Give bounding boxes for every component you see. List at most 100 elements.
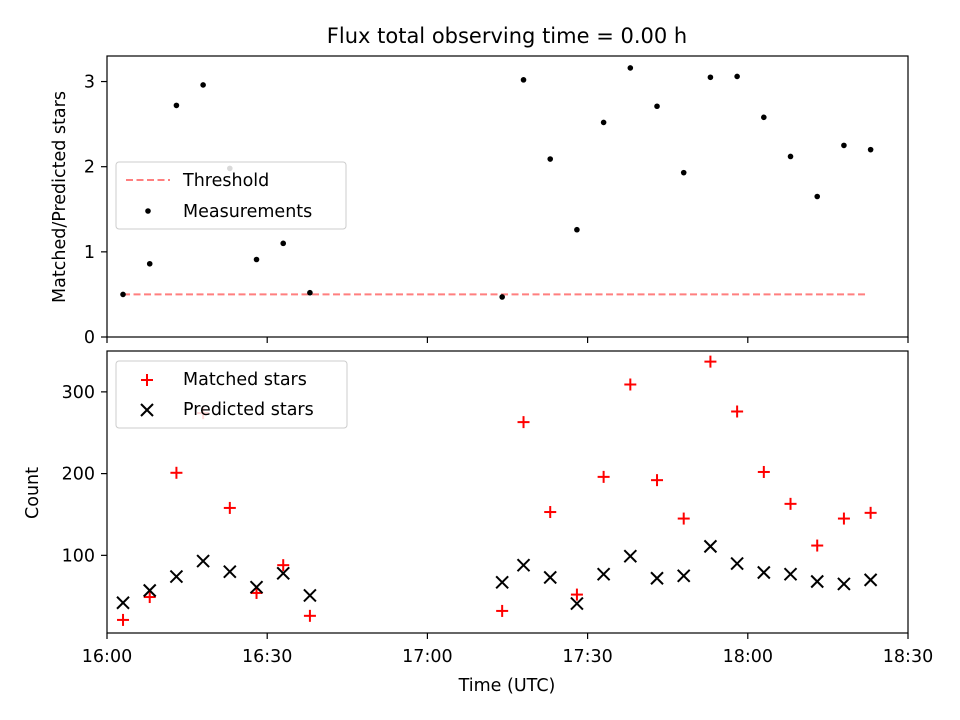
matched-star-point bbox=[170, 466, 183, 479]
predicted-star-point bbox=[169, 569, 184, 584]
predicted-marker-stroke-b bbox=[703, 539, 718, 554]
predicted-marker-stroke-b bbox=[837, 577, 851, 591]
predicted-marker-stroke-b bbox=[650, 571, 664, 585]
matched-star-point bbox=[250, 586, 263, 599]
predicted-marker-stroke-b bbox=[623, 549, 638, 563]
predicted-marker-stroke-b bbox=[169, 569, 184, 584]
matched-star-point bbox=[864, 506, 877, 519]
count-y-tick-label: 100 bbox=[62, 546, 95, 566]
ratio-legend: Threshold Measurements bbox=[115, 161, 347, 230]
legend-predicted-label: Predicted stars bbox=[183, 400, 314, 420]
ratio-panel: Flux total observing time = 0.00 h Match… bbox=[50, 24, 909, 348]
measurement-point bbox=[253, 256, 260, 263]
chart-title: Flux total observing time = 0.00 h bbox=[327, 24, 687, 48]
predicted-marker-stroke-b bbox=[730, 556, 744, 571]
matched-star-point bbox=[597, 470, 610, 483]
ratio-axes-frame bbox=[106, 55, 909, 338]
matched-star-point bbox=[496, 604, 509, 617]
predicted-star-point bbox=[703, 539, 718, 554]
count-axes-frame bbox=[106, 350, 909, 634]
measurement-point bbox=[841, 142, 847, 149]
matched-star-point bbox=[544, 506, 557, 519]
matched-star-point bbox=[624, 378, 637, 391]
count-legend: Matched stars Predicted stars bbox=[115, 360, 348, 429]
predicted-marker-stroke-b bbox=[116, 596, 130, 610]
count-plot-area: 100 200 300 16:00 16:30 17:00 17:30 18:00 18:30 bbox=[62, 355, 933, 667]
measurement-point bbox=[654, 103, 660, 110]
predicted-marker-stroke-b bbox=[249, 580, 264, 594]
matched-star-point bbox=[757, 465, 770, 478]
ratio-y-tick-label: 1 bbox=[84, 243, 95, 263]
measurement-point bbox=[761, 114, 767, 121]
x-tick-label: 17:00 bbox=[402, 647, 452, 667]
predicted-star-point bbox=[495, 575, 509, 590]
matched-star-point bbox=[731, 405, 744, 418]
predicted-star-point bbox=[516, 558, 531, 572]
measurement-point bbox=[120, 291, 126, 298]
matched-star-point bbox=[143, 591, 156, 604]
matched-star-point bbox=[677, 512, 690, 525]
measurement-point bbox=[867, 146, 874, 153]
predicted-marker-stroke-b bbox=[570, 596, 584, 611]
matched-star-point bbox=[784, 497, 797, 510]
predicted-marker-stroke-b bbox=[596, 567, 611, 581]
predicted-star-point bbox=[223, 564, 237, 579]
predicted-star-point bbox=[276, 566, 290, 581]
ratio-y-axis-label: Matched/Predicted stars bbox=[50, 91, 70, 303]
matched-star-point bbox=[223, 501, 236, 514]
measurement-point bbox=[200, 82, 206, 88]
legend-threshold-label: Threshold bbox=[182, 171, 269, 191]
predicted-star-point bbox=[863, 573, 878, 587]
predicted-marker-stroke-b bbox=[757, 565, 771, 580]
x-tick-label: 18:00 bbox=[723, 647, 773, 667]
matched-star-point bbox=[277, 559, 290, 572]
count-panel: Count Time (UTC) 100 200 300 16:00 16:30 17:0… bbox=[23, 350, 933, 696]
count-y-tick-label: 300 bbox=[62, 383, 95, 403]
measurement-point bbox=[574, 226, 580, 233]
predicted-marker-stroke-b bbox=[516, 558, 531, 572]
x-tick-label: 16:30 bbox=[242, 647, 292, 667]
predicted-marker-stroke-b bbox=[276, 566, 290, 581]
predicted-star-point bbox=[570, 596, 584, 611]
measurement-point bbox=[547, 156, 554, 162]
measurement-point bbox=[600, 119, 607, 126]
measurement-point bbox=[627, 65, 634, 71]
predicted-star-point bbox=[677, 569, 691, 583]
matched-star-point bbox=[303, 609, 316, 622]
ratio-plot-area: 0 1 2 3 bbox=[84, 65, 909, 348]
predicted-star-point bbox=[196, 554, 210, 568]
measurement-point bbox=[173, 102, 180, 109]
predicted-marker-stroke-b bbox=[810, 574, 824, 589]
measurement-point bbox=[520, 77, 527, 83]
measurement-point bbox=[499, 294, 505, 300]
legend-matched-marker bbox=[141, 374, 153, 386]
measurement-point bbox=[280, 240, 287, 247]
matched-star-point bbox=[837, 512, 850, 525]
predicted-marker-stroke-b bbox=[863, 573, 878, 587]
legend-matched-label: Matched stars bbox=[183, 370, 307, 390]
predicted-marker-stroke-b bbox=[143, 583, 157, 598]
predicted-star-point bbox=[596, 567, 611, 581]
predicted-star-point bbox=[650, 571, 664, 585]
predicted-star-point bbox=[837, 577, 851, 591]
predicted-star-point bbox=[249, 580, 264, 594]
legend-measurements-label: Measurements bbox=[183, 202, 312, 222]
predicted-star-point bbox=[303, 588, 317, 603]
legend-measurements-marker bbox=[145, 208, 151, 214]
x-tick-label: 18:30 bbox=[883, 647, 933, 667]
count-y-axis-label: Count bbox=[23, 467, 43, 519]
measurement-point bbox=[734, 73, 740, 80]
count-y-tick-label: 200 bbox=[62, 465, 95, 485]
predicted-star-point bbox=[116, 596, 130, 610]
matched-star-point bbox=[651, 474, 664, 487]
matched-star-point bbox=[811, 539, 824, 552]
predicted-marker-stroke-b bbox=[783, 567, 798, 581]
predicted-star-point bbox=[543, 570, 557, 585]
legend-predicted-marker bbox=[140, 403, 154, 417]
matched-star-point bbox=[117, 613, 130, 626]
predicted-star-point bbox=[143, 583, 157, 598]
predicted-marker-stroke-b bbox=[223, 564, 237, 579]
measurement-point bbox=[707, 74, 714, 81]
predicted-star-point bbox=[730, 556, 744, 571]
